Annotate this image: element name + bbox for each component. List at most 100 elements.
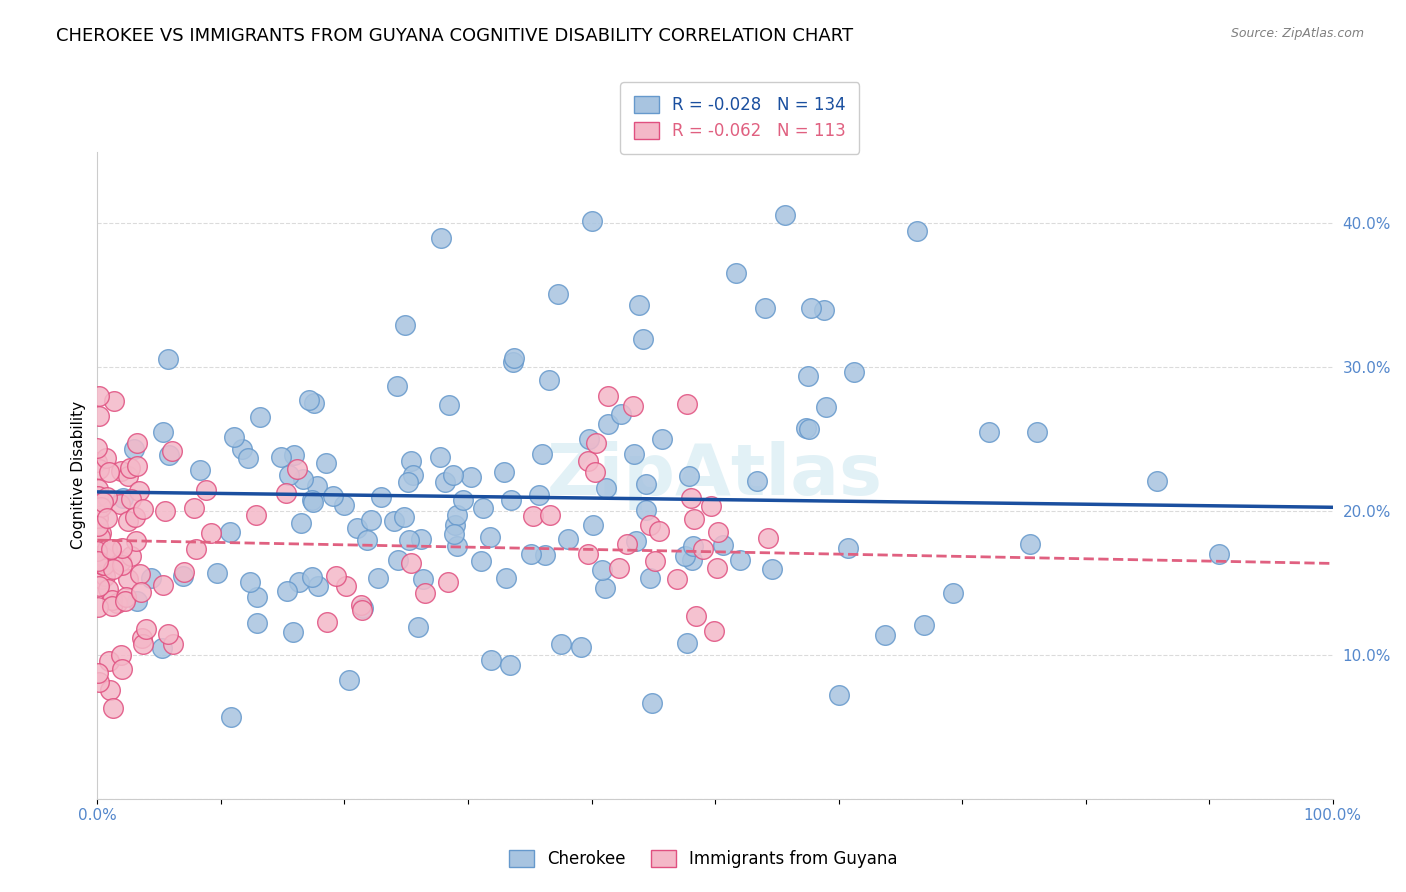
Point	[396, 475, 419, 490]
Point	[117, 515, 139, 529]
Point	[682, 539, 704, 553]
Point	[87, 511, 110, 525]
Point	[91, 555, 114, 569]
Point	[679, 491, 702, 505]
Point	[676, 397, 699, 411]
Point	[337, 673, 360, 687]
Point	[499, 492, 522, 507]
Point	[276, 583, 298, 598]
Point	[132, 502, 155, 516]
Point	[479, 653, 502, 667]
Point	[91, 495, 114, 509]
Point	[194, 483, 217, 497]
Point	[581, 214, 603, 228]
Point	[122, 442, 145, 457]
Point	[315, 615, 337, 629]
Point	[406, 620, 429, 634]
Point	[534, 548, 557, 562]
Point	[94, 451, 117, 466]
Point	[322, 490, 344, 504]
Point	[87, 462, 110, 476]
Point	[707, 524, 730, 539]
Point	[502, 355, 524, 369]
Point	[249, 410, 271, 425]
Point	[800, 301, 823, 315]
Point	[794, 421, 817, 435]
Point	[360, 513, 382, 527]
Point	[86, 536, 108, 550]
Point	[499, 658, 522, 673]
Point	[111, 541, 134, 556]
Point	[127, 436, 149, 450]
Point	[912, 617, 935, 632]
Point	[302, 396, 325, 410]
Point	[86, 599, 108, 614]
Point	[156, 626, 179, 640]
Point	[124, 510, 146, 524]
Point	[665, 572, 688, 586]
Point	[222, 430, 245, 444]
Point	[576, 454, 599, 468]
Point	[700, 499, 723, 513]
Point	[352, 601, 374, 615]
Point	[205, 566, 228, 580]
Point	[797, 422, 820, 436]
Text: Source: ZipAtlas.com: Source: ZipAtlas.com	[1230, 27, 1364, 40]
Point	[110, 464, 132, 478]
Point	[245, 508, 267, 522]
Point	[231, 442, 253, 456]
Point	[93, 558, 115, 572]
Point	[842, 366, 865, 380]
Point	[683, 512, 706, 526]
Point	[402, 467, 425, 482]
Point	[503, 351, 526, 366]
Point	[370, 490, 392, 504]
Point	[537, 372, 560, 386]
Point	[813, 302, 835, 317]
Point	[155, 504, 177, 518]
Point	[443, 527, 465, 541]
Point	[446, 508, 468, 522]
Point	[127, 459, 149, 474]
Point	[157, 352, 180, 367]
Point	[595, 481, 617, 495]
Point	[315, 456, 337, 470]
Point	[221, 710, 243, 724]
Point	[350, 598, 373, 612]
Point	[346, 521, 368, 535]
Point	[305, 479, 328, 493]
Point	[131, 637, 153, 651]
Point	[977, 425, 1000, 440]
Point	[527, 488, 550, 502]
Point	[301, 492, 323, 507]
Point	[110, 554, 132, 568]
Point	[828, 688, 851, 702]
Point	[162, 637, 184, 651]
Point	[108, 498, 131, 512]
Point	[101, 599, 124, 613]
Point	[114, 591, 136, 605]
Point	[382, 515, 405, 529]
Point	[114, 594, 136, 608]
Point	[446, 539, 468, 553]
Point	[621, 399, 644, 413]
Point	[307, 579, 329, 593]
Point	[131, 585, 153, 599]
Point	[437, 398, 460, 412]
Point	[111, 491, 134, 505]
Point	[607, 561, 630, 575]
Point	[97, 582, 120, 596]
Point	[160, 444, 183, 458]
Point	[131, 631, 153, 645]
Point	[623, 447, 645, 461]
Point	[90, 526, 112, 541]
Point	[356, 533, 378, 548]
Point	[101, 562, 124, 576]
Point	[399, 453, 422, 467]
Point	[283, 448, 305, 462]
Point	[706, 561, 728, 575]
Point	[472, 501, 495, 516]
Point	[135, 622, 157, 636]
Point	[451, 492, 474, 507]
Point	[281, 624, 304, 639]
